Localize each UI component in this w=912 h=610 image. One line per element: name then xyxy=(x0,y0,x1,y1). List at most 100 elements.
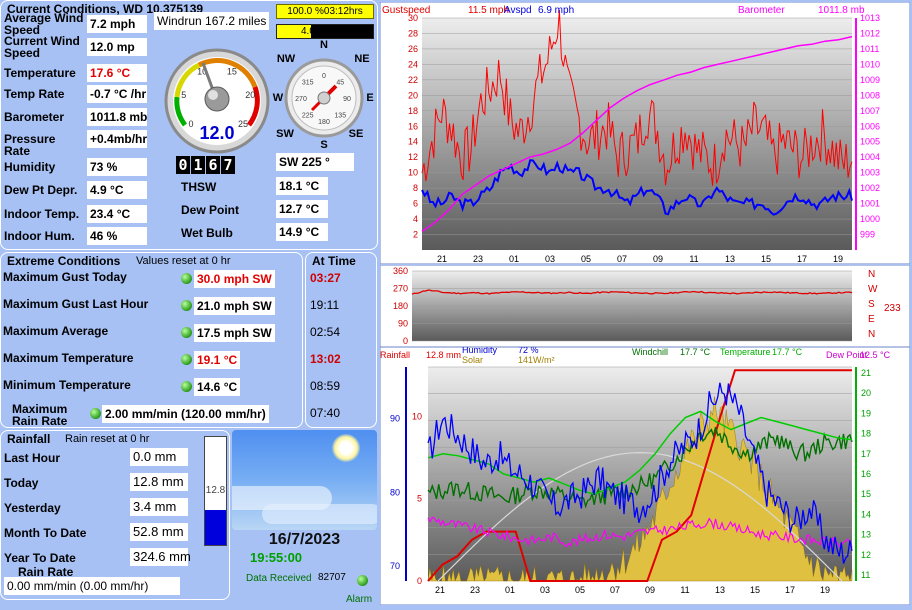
humidity-tick-label: 70 xyxy=(390,561,400,571)
x-tick-label: 21 xyxy=(437,254,447,264)
y2-tick-label: 1009 xyxy=(860,75,880,85)
x-tick-label: 01 xyxy=(509,254,519,264)
status-led xyxy=(181,381,192,392)
wet-bulb-label: Wet Bulb xyxy=(181,226,233,240)
compass-w: W xyxy=(273,92,284,104)
rain-row-value: 12.8 mm xyxy=(130,473,188,491)
x-tick-label: 09 xyxy=(645,585,655,595)
compass-tick-label: 270 xyxy=(295,96,307,103)
current-row-value: 23.4 °C xyxy=(87,205,147,223)
humidity-tick-label: 90 xyxy=(390,414,400,424)
sun-icon xyxy=(332,434,360,462)
thsw-value: 18.1 °C xyxy=(276,177,328,195)
compass-tick-label: 315 xyxy=(302,80,314,87)
current-row-value: 7.2 mph xyxy=(87,15,147,33)
current-row-value: -0.7 °C /hr xyxy=(87,85,147,103)
y2-tick-label: 1005 xyxy=(860,137,880,147)
compass-ne: NE xyxy=(354,53,369,65)
compass-ticks: 315 0 45 90 135 180 225 270 xyxy=(295,73,351,126)
extreme-row-time: 02:54 xyxy=(310,325,341,339)
at-time-title: At Time xyxy=(312,254,356,268)
rain-row-value: 324.6 mm xyxy=(130,548,191,566)
current-row-value: 17.6 °C xyxy=(87,64,147,82)
thsw-label: THSW xyxy=(181,180,217,194)
y-tick-label: 18 xyxy=(408,106,418,116)
rain-gauge-fill xyxy=(205,510,226,545)
legend-item: Gustspeed xyxy=(382,5,430,16)
counter-digit: 0 xyxy=(176,156,190,174)
rain-row-label: Year To Date xyxy=(4,551,76,565)
counter-digit: 7 xyxy=(221,156,235,174)
rainfall-title: Rainfall xyxy=(7,432,51,446)
legend-item: 19:55 xyxy=(590,5,615,16)
extreme-row-value: 2.00 mm/min (120.00 mm/hr) xyxy=(102,405,269,423)
extreme-row-time: 03:27 xyxy=(310,271,341,285)
current-row-label: Indoor Hum. xyxy=(4,229,75,243)
x-tick-label: 15 xyxy=(761,254,771,264)
y2-tick-label: 1012 xyxy=(860,28,880,38)
y2-tick-label: 1004 xyxy=(860,152,880,162)
x-tick-label: 19 xyxy=(820,585,830,595)
current-row-label: Dew Pt Depr. xyxy=(4,183,78,197)
y-tick-label: 16 xyxy=(408,121,418,131)
y-tick-label: 6 xyxy=(413,199,418,209)
extreme-row-value: 19.1 °C xyxy=(194,351,241,369)
compass-sw: SW xyxy=(276,128,294,140)
status-led xyxy=(90,408,101,419)
compass-tick-label: 45 xyxy=(336,80,344,87)
temp-tick-label: 16 xyxy=(861,469,871,479)
dewpoint-series-line xyxy=(427,516,853,548)
extreme-row-label: Maximum Temperature xyxy=(3,351,134,365)
compass-tick-label: 225 xyxy=(302,112,314,119)
compass-tick-label: 90 xyxy=(343,96,351,103)
legend-item: 141W/m² xyxy=(518,355,555,365)
extreme-row-value: 17.5 mph SW xyxy=(194,324,275,342)
compass-tick-label: 0 xyxy=(322,73,326,80)
y-tick-label: 270 xyxy=(393,284,408,294)
compass-s: S xyxy=(320,139,327,151)
et-value: 4.0 mm ET xyxy=(301,26,350,37)
x-tick-label: 05 xyxy=(575,585,585,595)
humidity-series-line xyxy=(427,382,853,564)
rain-row-value: 0.0 mm xyxy=(130,448,188,466)
rainfall-subtitle: Rain reset at 0 hr xyxy=(65,433,150,445)
x-tick-label: 03 xyxy=(540,585,550,595)
rain-row-label: Last Hour xyxy=(4,451,61,465)
y-tick-label: 22 xyxy=(408,75,418,85)
y-tick-label: 180 xyxy=(393,301,408,311)
wind-barometer-graph: 2468101214161820222426283099910001001100… xyxy=(380,2,910,264)
extreme-row-label: Maximum Rain Rate xyxy=(12,402,68,428)
alarm-label[interactable]: Alarm xyxy=(346,594,373,605)
y2-tick-label: 1008 xyxy=(860,90,880,100)
wind-counter: 0 1 6 7 xyxy=(176,156,236,174)
y2-tick-label: 1006 xyxy=(860,121,880,131)
rain-row-label: Today xyxy=(4,476,39,490)
extreme-row-label: Minimum Temperature xyxy=(3,378,131,392)
data-received-led xyxy=(357,575,368,586)
temp-tick-label: 13 xyxy=(861,530,871,540)
current-row-value: 1011.8 mb xyxy=(87,108,147,126)
windrun-value: Windrun 167.2 miles xyxy=(154,12,270,30)
current-row-value: 12.0 mp xyxy=(87,38,147,56)
legend-item: 1011.8 mb xyxy=(818,5,865,16)
legend-item: 17.7 °C xyxy=(772,347,803,357)
rain-tick-label: 10 xyxy=(412,411,422,421)
direction-series-line xyxy=(411,289,853,295)
speed-tick-label: 15 xyxy=(227,66,237,76)
humidity-tick-label: 80 xyxy=(390,487,400,497)
dew-point-value: 12.7 °C xyxy=(276,200,328,218)
x-tick-label: 01 xyxy=(505,585,515,595)
wet-bulb-value: 14.9 °C xyxy=(276,223,328,241)
legend-item: Rainfall xyxy=(380,350,410,360)
counter-digit: 1 xyxy=(191,156,205,174)
sky-image xyxy=(232,430,377,530)
x-tick-label: 17 xyxy=(785,585,795,595)
speed-gauge-ticks: 0 5 10 15 20 25 xyxy=(181,66,255,128)
y2-tick-label: 1002 xyxy=(860,183,880,193)
status-date: 16/7/2023 xyxy=(268,531,341,548)
y-tick-label: 4 xyxy=(413,214,418,224)
y-tick-label: 90 xyxy=(398,319,408,329)
legend-item: Humidity xyxy=(462,347,498,355)
y-tick-label: 14 xyxy=(408,137,418,147)
barometer-series-line xyxy=(421,35,853,233)
